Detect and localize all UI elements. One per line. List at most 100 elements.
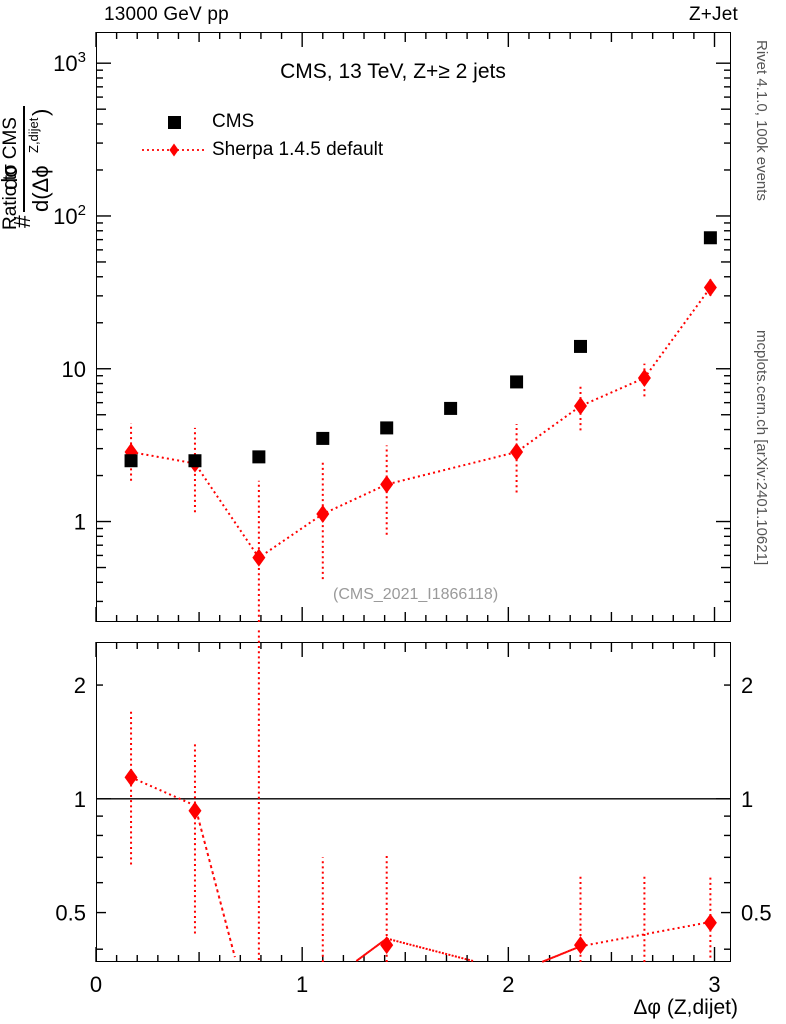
ratio-line [544, 959, 548, 962]
sherpa-marker [510, 443, 524, 462]
header-process-label: Z+Jet [688, 4, 738, 25]
ratio-line [565, 950, 569, 954]
ratio-line [360, 955, 364, 959]
x-tick-label: 0 [90, 972, 102, 997]
ratio-line [428, 948, 433, 952]
ratio-line [412, 944, 417, 948]
cms-marker [380, 421, 394, 435]
sherpa-marker [637, 368, 651, 387]
ratio-line [211, 871, 216, 879]
y-tick-label: 103 [53, 49, 86, 76]
legend-item-cms: CMS [140, 108, 383, 136]
ratio-line [415, 945, 420, 948]
ratio-line [405, 942, 410, 946]
ratio-line [230, 944, 235, 952]
ratio-line [392, 939, 397, 943]
ratio-plot-frame [96, 642, 731, 962]
ratio-marker [188, 801, 202, 820]
ratio-line [573, 947, 577, 950]
ratio-line [556, 954, 559, 957]
legend-marker-square [140, 115, 208, 129]
ratio-line [559, 953, 562, 956]
ratio-line [219, 902, 224, 909]
ratio-line [208, 859, 212, 867]
ratio-line [222, 914, 227, 922]
ratio-line [552, 955, 556, 959]
ratio-line [549, 957, 553, 960]
x-tick-label: 1 [296, 972, 308, 997]
ratio-line [366, 950, 370, 954]
svg-text:#: # [9, 215, 35, 228]
sherpa-marker [703, 278, 717, 297]
analysis-watermark: (CMS_2021_I1866118) [333, 586, 499, 603]
header-beam-label: 13000 GeV pp [104, 4, 229, 25]
ratio-line [130, 776, 196, 807]
ratio-line [396, 940, 400, 943]
ratio-line [441, 951, 446, 955]
ratio-line [213, 878, 217, 885]
ratio-line [206, 853, 211, 861]
ratio-line [448, 953, 452, 957]
ratio-marker [573, 936, 587, 955]
ratio-line [368, 949, 372, 953]
ratio-line [431, 949, 436, 953]
ratio-marker [380, 936, 394, 955]
sherpa-line [130, 286, 712, 560]
ratio-marker [703, 913, 717, 932]
ratio-line [467, 958, 472, 962]
ratio-line [371, 947, 375, 950]
ratio-line [444, 952, 449, 956]
sherpa-marker [380, 475, 394, 494]
ratio-line [216, 890, 220, 897]
ratio-y-tick-label-right: 1 [741, 787, 753, 812]
ratio-line [373, 946, 377, 949]
x-axis-title: Δφ (Z,dijet) [633, 996, 738, 1019]
ratio-line [435, 950, 439, 954]
ratio-line [358, 956, 362, 960]
ratio-line [570, 948, 573, 952]
ratio-line [365, 951, 369, 955]
sherpa-marker [316, 505, 330, 524]
ratio-line [209, 865, 214, 873]
ratio-line [355, 959, 359, 962]
ratio-line [454, 955, 459, 959]
ratio-line [554, 955, 557, 958]
ratio-line [546, 958, 549, 961]
svg-text:Z,dijet: Z,dijet [26, 117, 41, 153]
ratio-line [572, 947, 575, 951]
svg-text:): ) [28, 109, 53, 116]
cms-marker [703, 231, 717, 245]
ratio-y-tick-label-right: 2 [741, 673, 753, 698]
ratio-line [402, 941, 407, 945]
legend-label-cms: CMS [212, 111, 255, 132]
ratio-line [200, 829, 204, 837]
ratio-line [214, 884, 219, 891]
cms-marker [316, 431, 330, 445]
ratio-line [461, 956, 465, 960]
ratio-line [229, 938, 233, 946]
ratio-line [451, 954, 456, 958]
ratio-line [422, 946, 426, 950]
ratio-line [205, 847, 209, 855]
ratio-line [201, 835, 206, 843]
ratio-line [376, 943, 380, 947]
ratio-line [374, 944, 378, 948]
ratio-line [580, 920, 711, 948]
cms-marker [573, 339, 587, 353]
ratio-line [560, 952, 564, 956]
ratio-line [363, 953, 367, 956]
ratio-line [221, 908, 225, 915]
ratio-line [389, 938, 394, 942]
ratio-line [399, 940, 404, 944]
ratio-y-tick-label: 0.5 [55, 901, 86, 926]
ratio-line [548, 957, 551, 961]
ratio-line [564, 951, 567, 954]
x-tick-label: 3 [708, 972, 720, 997]
main-y-axis-title: # dσ d(Δϕ Z,dijet ) [0, 0, 86, 230]
ratio-line [362, 954, 365, 958]
cms-marker [444, 401, 458, 415]
cms-marker [124, 454, 138, 468]
ratio-marker [124, 768, 138, 787]
ratio-line [438, 951, 443, 954]
sherpa-marker [573, 397, 587, 416]
